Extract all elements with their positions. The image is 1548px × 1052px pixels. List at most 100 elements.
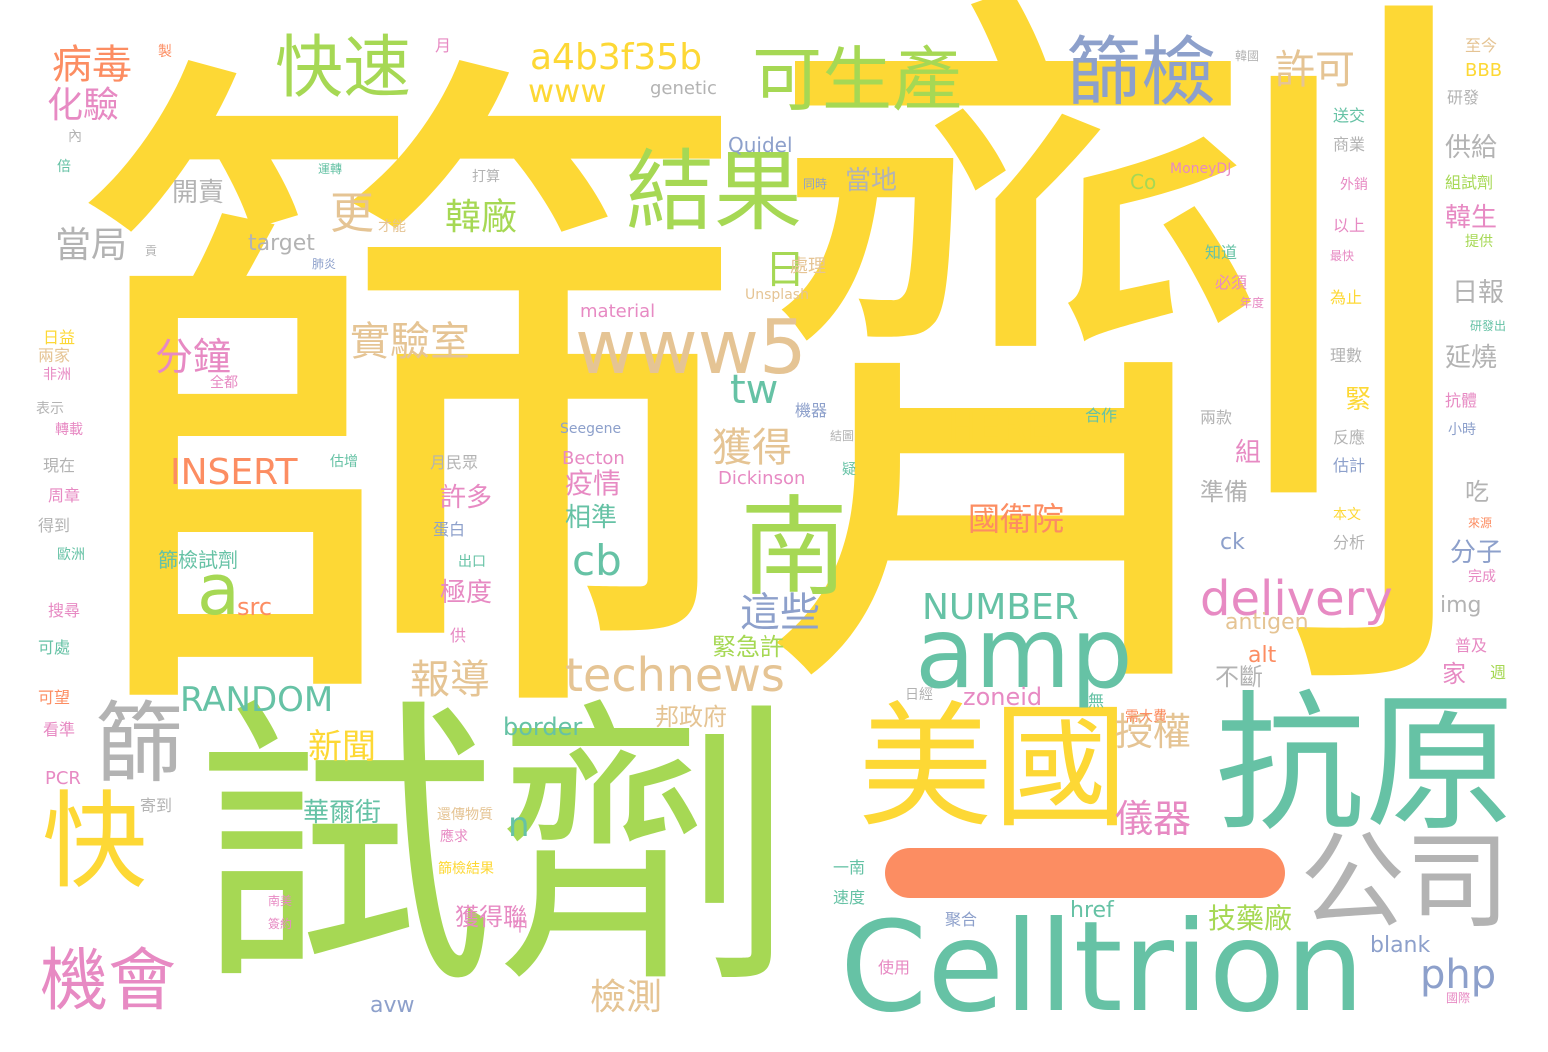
word: PCR (45, 768, 81, 789)
word: 聚合 (945, 910, 978, 929)
word: 檢測 (590, 977, 663, 1018)
word: 小時 (1448, 422, 1476, 438)
word: 當局 (55, 225, 128, 266)
word: 開賣 (172, 178, 225, 208)
word: 公司 (1300, 821, 1511, 943)
word: 篩 (95, 692, 184, 795)
word: 貢 (145, 244, 158, 258)
word: 月 (435, 36, 452, 55)
word: 反應 (1333, 428, 1366, 447)
word: 兩家 (38, 346, 71, 365)
word: 試劑 (195, 675, 795, 1024)
word: 準備 (1200, 478, 1248, 506)
word: zoneid (963, 683, 1043, 711)
word: 年度 (1240, 296, 1265, 310)
word: 倍 (57, 159, 71, 175)
word: 可處 (38, 638, 71, 657)
word: 篩檢 (1066, 28, 1217, 116)
word: 表示 (36, 401, 64, 417)
word: 出口 (458, 554, 486, 570)
word: material (580, 301, 656, 322)
word: 不 (230, 943, 247, 962)
word: 需大費 (1125, 709, 1167, 725)
word: 結圖 (830, 429, 855, 443)
orange-bar (885, 848, 1285, 898)
word: 篩 (62, 3, 752, 806)
word: 南 (740, 486, 849, 611)
word: 許可 (1275, 47, 1355, 93)
word: 抗體 (1445, 391, 1478, 410)
word: 合作 (1085, 406, 1118, 425)
word: 韓生 (1445, 203, 1498, 233)
word: 肺炎 (312, 257, 337, 271)
word: 分子 (1450, 538, 1503, 568)
word: 獲得聯 (455, 903, 527, 931)
word: 必須 (1215, 273, 1248, 292)
word: 速度 (833, 888, 866, 907)
word: 中 (512, 916, 529, 935)
word: href (1070, 898, 1114, 923)
word: 週 (1490, 663, 1507, 682)
word: 至今 (1465, 36, 1498, 55)
word: 吃 (1465, 478, 1489, 506)
word: 組試劑 (1445, 173, 1494, 192)
word: 理數 (1330, 346, 1363, 365)
word: 最快 (1330, 249, 1355, 263)
word: 國際 (1446, 991, 1471, 1005)
word: 日 (765, 247, 805, 293)
word: ck (1220, 530, 1245, 555)
word: 報導 (410, 657, 490, 703)
word: 機器 (795, 401, 828, 420)
word: 國衛院 (968, 500, 1065, 538)
word: avw (370, 993, 415, 1018)
word: 來源 (1468, 516, 1493, 530)
word: 儀器 (1115, 797, 1192, 841)
word: 全都 (210, 375, 238, 391)
word: 現在 (43, 456, 76, 475)
word: 緊 (1345, 385, 1372, 415)
word: a (197, 549, 240, 631)
word: 非洲 (43, 367, 71, 383)
word: Co (1130, 170, 1157, 194)
word: 寄到 (140, 796, 173, 815)
word: Celltrion (840, 895, 1365, 1040)
word: 一南 (833, 858, 866, 877)
word: 外銷 (1340, 177, 1368, 193)
word: 得到 (38, 516, 71, 535)
word: 疫情 (565, 467, 622, 500)
word: 同時 (803, 177, 828, 191)
word: 送交 (1333, 106, 1366, 125)
word: 日經 (905, 687, 933, 703)
word: 普及 (1455, 636, 1488, 655)
word: 簽約 (268, 917, 293, 931)
word: 周章 (48, 486, 81, 505)
word: 邦政府 (655, 703, 727, 731)
word: 新聞 (308, 727, 376, 767)
word: 南美 (268, 894, 293, 908)
word: 搜尋 (48, 601, 81, 620)
word: 這些 (740, 590, 820, 636)
word: src (237, 593, 273, 621)
word: 製 (158, 44, 172, 60)
word: 美國 (858, 689, 1128, 846)
word: 劑 (752, 0, 1492, 791)
word: 月民眾 (430, 453, 479, 472)
word: 知道 (1205, 243, 1238, 262)
word: tw (730, 367, 779, 413)
word: Quidel (728, 133, 793, 157)
word: Unsplash (745, 287, 809, 303)
word: 研發出 (1470, 319, 1507, 333)
word: 轉載 (55, 422, 83, 438)
word: Dickinson (718, 468, 806, 489)
word: 快速 (275, 29, 412, 108)
word: 可生產 (752, 39, 962, 121)
word: 使用 (878, 958, 911, 977)
word: 提供 (1465, 234, 1493, 250)
word: Becton (562, 448, 625, 469)
word: 韓廠 (445, 197, 518, 238)
word: 打算 (472, 169, 500, 185)
word: technews (565, 648, 785, 702)
word: amp (915, 597, 1133, 711)
word: genetic (650, 78, 717, 99)
